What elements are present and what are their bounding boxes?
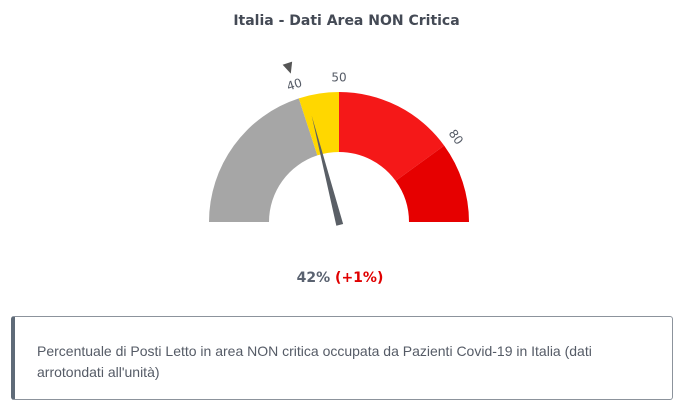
gauge-delta-label: (+1%) (335, 270, 384, 286)
gauge-bands (209, 92, 469, 222)
description-text: Percentuale di Posti Letto in area NON c… (37, 343, 592, 380)
gauge-tick-label-80: 80 (446, 127, 466, 148)
chart-title: Italia - Dati Area NON Critica (233, 13, 460, 29)
gauge-needle (311, 115, 344, 226)
gauge-needle-pointer (311, 115, 344, 226)
gauge-band-3 (395, 145, 469, 222)
gauge-tick-label-50: 50 (331, 71, 346, 85)
gauge-previous-marker (282, 61, 293, 74)
gauge-band-1 (298, 92, 339, 156)
gauge-readout: 42% (+1%) (0, 270, 680, 286)
gauge-value-label: 42% (296, 270, 331, 286)
description-box: Percentuale di Posti Letto in area NON c… (11, 316, 673, 400)
gauge-chart: 40 50 80 (209, 61, 469, 226)
gauge-marker (282, 61, 293, 74)
gauge-tick-label-40: 40 (285, 76, 304, 94)
gauge-band-2 (339, 92, 445, 181)
gauge-band-0 (209, 98, 318, 222)
